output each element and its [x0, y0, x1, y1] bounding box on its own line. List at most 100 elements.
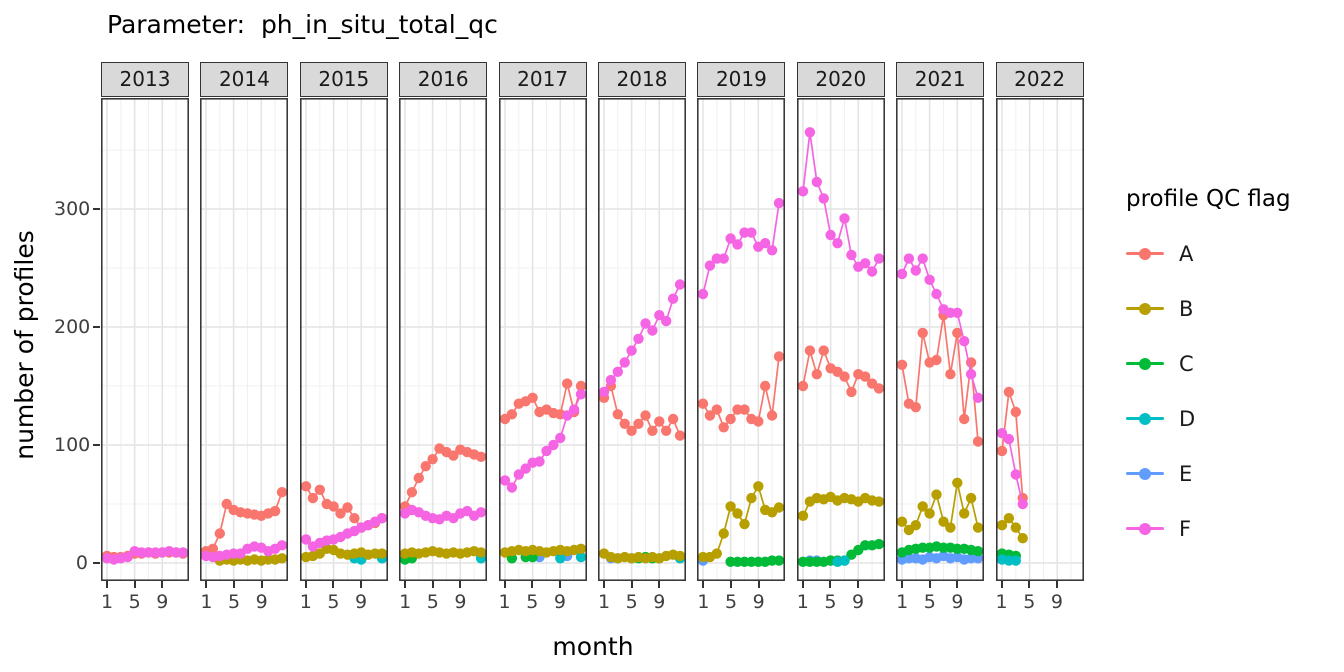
x-tick-label: 5	[724, 591, 738, 613]
legend-key-icon	[1126, 522, 1164, 535]
series-B-2015	[300, 543, 387, 563]
y-tick-mark	[93, 444, 100, 446]
series-C-2019	[725, 555, 785, 567]
facet-strip-2022: 2022	[995, 62, 1084, 97]
series-A-2020	[797, 345, 884, 398]
series-F-2016	[399, 504, 487, 525]
x-tick-label: 1	[498, 591, 511, 613]
chart-title: Parameter: ph_in_situ_total_qc	[107, 10, 498, 39]
x-tick-mark	[558, 581, 561, 588]
x-tick-label: 1	[896, 591, 909, 613]
legend-key-icon	[1126, 467, 1164, 480]
facet-panel-2015	[299, 98, 388, 581]
y-tick-mark	[93, 326, 100, 328]
facet-strip-2015: 2015	[299, 62, 388, 97]
legend-dot-icon	[1139, 302, 1151, 315]
facet-panel-2018	[598, 98, 686, 581]
series-E-2021	[896, 550, 984, 565]
legend: profile QC flag A B C D E F	[1126, 186, 1291, 556]
x-tick-label: 5	[426, 591, 439, 613]
series-D-2017	[554, 551, 586, 564]
x-tick-label: 5	[824, 591, 837, 613]
legend-dot-icon	[1139, 522, 1151, 535]
series-D-2022	[996, 554, 1021, 566]
x-tick-label: 9	[255, 591, 268, 613]
series-B-2018	[598, 548, 686, 564]
series-F-2018	[598, 279, 686, 398]
x-tick-mark	[531, 581, 534, 588]
x-tick-mark	[1028, 581, 1031, 588]
series-B-2019	[698, 481, 785, 563]
x-tick-mark	[801, 581, 804, 588]
y-tick-mark	[93, 208, 100, 210]
facet-strip-2021: 2021	[896, 62, 985, 97]
legend-dot-icon	[1139, 247, 1151, 260]
series-C-2021	[896, 541, 984, 558]
legend-entry-label: C	[1179, 351, 1194, 376]
x-tick-mark	[730, 581, 733, 588]
x-tick-mark	[757, 581, 760, 588]
legend-entry-label: E	[1179, 461, 1193, 486]
x-tick-label: 1	[399, 591, 412, 613]
series-F-2013	[101, 546, 189, 565]
x-tick-mark	[404, 581, 407, 588]
series-A-2014	[201, 487, 288, 557]
legend-key-icon	[1126, 247, 1164, 260]
x-tick-label: 5	[923, 591, 936, 613]
x-tick-label: 1	[697, 591, 710, 613]
x-tick-label: 1	[200, 591, 213, 613]
x-tick-mark	[106, 581, 108, 588]
series-F-2014	[201, 540, 288, 563]
series-B-2017	[499, 543, 586, 558]
x-tick-mark	[702, 581, 705, 588]
legend-entry-C: C	[1126, 336, 1291, 391]
facet-strip-2018: 2018	[598, 62, 686, 97]
y-tick-label: 200	[54, 316, 91, 338]
x-tick-mark	[857, 581, 860, 588]
x-tick-mark	[928, 581, 931, 588]
series-A-2017	[499, 378, 586, 425]
legend-dot-icon	[1139, 467, 1151, 480]
x-tick-label: 1	[100, 591, 114, 613]
x-tick-label: 1	[597, 591, 611, 613]
facet-strip-2016: 2016	[399, 62, 488, 97]
series-F-2015	[300, 513, 387, 552]
legend-entries: A B C D E F	[1126, 226, 1291, 556]
x-tick-label: 5	[128, 591, 141, 613]
x-tick-label: 9	[553, 591, 566, 613]
facet-panel-2017	[498, 98, 587, 581]
x-tick-label: 1	[995, 591, 1008, 613]
facet-strip-2020: 2020	[796, 62, 885, 97]
x-tick-label: 1	[299, 591, 312, 613]
legend-entry-E: E	[1126, 446, 1291, 501]
x-tick-mark	[459, 581, 462, 588]
legend-dot-icon	[1139, 412, 1151, 425]
x-axis-title: month	[552, 632, 634, 661]
x-tick-label: 9	[951, 591, 964, 613]
legend-key-icon	[1126, 357, 1164, 370]
legend-entry-label: D	[1179, 406, 1196, 431]
facet-panel-2022	[995, 98, 1084, 581]
x-tick-mark	[630, 581, 633, 588]
x-tick-mark	[901, 581, 904, 588]
x-tick-mark	[1000, 581, 1003, 588]
x-tick-mark	[658, 581, 661, 588]
series-B-2014	[214, 553, 288, 566]
x-tick-mark	[360, 581, 363, 588]
facet-panel-2016	[399, 98, 488, 581]
x-tick-label: 9	[752, 591, 765, 613]
facet-strip-2017: 2017	[498, 62, 587, 97]
legend-dot-icon	[1139, 357, 1151, 370]
legend-key-icon	[1126, 302, 1164, 315]
x-tick-mark	[260, 581, 263, 588]
series-B-2016	[399, 546, 487, 559]
legend-entry-label: A	[1179, 241, 1194, 266]
y-tick-mark	[93, 562, 100, 564]
x-tick-label: 5	[625, 591, 638, 613]
y-tick-label: 300	[54, 198, 91, 220]
series-F-2017	[499, 389, 586, 493]
x-tick-label: 9	[1050, 591, 1063, 613]
x-tick-label: 9	[355, 591, 368, 613]
facet-strip-2019: 2019	[697, 62, 786, 97]
legend-entry-F: F	[1126, 501, 1291, 556]
